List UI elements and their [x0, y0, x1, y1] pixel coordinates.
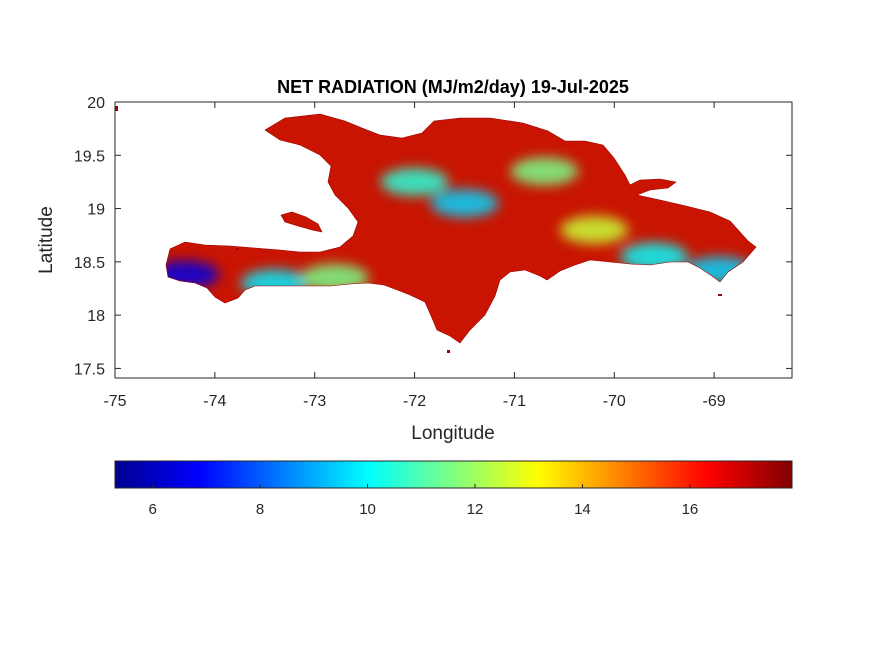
y-tick-label: 19.5: [74, 148, 105, 165]
x-tick-label: -74: [203, 393, 226, 410]
y-tick-label: 17.5: [74, 361, 105, 378]
x-tick-label: -69: [703, 393, 726, 410]
islet: [718, 294, 722, 296]
islet: [115, 106, 118, 111]
y-tick-label: 20: [87, 95, 105, 112]
x-tick-label: -70: [603, 393, 626, 410]
x-axis-label: Longitude: [411, 423, 494, 444]
x-tick-label: -73: [303, 393, 326, 410]
x-tick-label: -72: [403, 393, 426, 410]
chart-title: NET RADIATION (MJ/m2/day) 19-Jul-2025: [277, 77, 629, 97]
heatmap-hotspot: [430, 189, 499, 218]
colorbar-tick-label: 8: [256, 501, 264, 518]
islet: [236, 248, 239, 250]
y-tick-label: 18.5: [74, 255, 105, 272]
colorbar-ticks: 6 8 10 12 14 16: [148, 484, 698, 518]
colorbar-tick-label: 16: [682, 501, 699, 518]
colorbar: [114, 460, 793, 489]
heatmap-hotspot: [380, 167, 449, 196]
y-axis-label: Latitude: [36, 206, 57, 274]
x-tick-label: -75: [103, 393, 126, 410]
colorbar-tick-label: 6: [148, 501, 156, 518]
colorbar-tick-label: 10: [359, 501, 376, 518]
x-axis-ticks: -75 -74 -73 -72 -71 -70 -69: [103, 102, 726, 410]
y-tick-label: 18: [87, 308, 105, 325]
heatmap-hotspot: [560, 215, 629, 244]
colorbar-tick-label: 12: [467, 501, 484, 518]
heatmap-hotspot: [510, 157, 579, 186]
colorbar-tick-label: 14: [574, 501, 591, 518]
islet: [447, 350, 450, 353]
y-axis-ticks: 20 19.5 19 18.5 18 17.5: [74, 95, 792, 378]
y-tick-label: 19: [87, 202, 105, 219]
x-tick-label: -71: [503, 393, 526, 410]
